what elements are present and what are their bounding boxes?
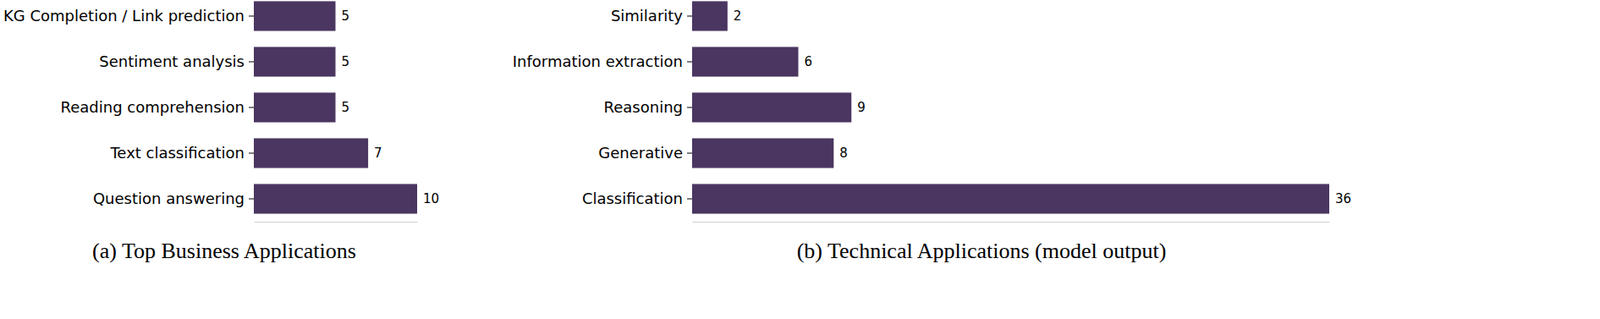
tick-label: Similarity — [610, 6, 683, 25]
data-label: 5 — [341, 99, 351, 116]
tick-label: KG Completion / Link prediction — [3, 6, 245, 25]
bar — [253, 46, 336, 77]
tick: Text classification — [109, 143, 254, 162]
tick: Information extraction — [512, 52, 693, 71]
tick-mark — [687, 153, 693, 154]
data-label: 9 — [857, 99, 866, 116]
data-label: 2 — [733, 8, 743, 24]
tick-label: Question answering — [93, 189, 245, 208]
tick: KG Completion / Link prediction — [3, 6, 254, 25]
tick-mark — [248, 153, 254, 154]
data-labels: 5 5 5 7 10 — [341, 8, 440, 207]
category-axis: Similarity Information extraction Reasonin… — [512, 0, 693, 223]
tick: Similarity — [610, 6, 693, 25]
bar — [692, 0, 728, 31]
axis-line — [692, 221, 1331, 223]
tick: Question answering — [93, 189, 254, 208]
bars — [692, 0, 1330, 214]
data-labels: 2 6 9 8 36 — [733, 8, 1352, 207]
bar — [253, 0, 336, 31]
bars — [253, 0, 418, 214]
bar — [692, 92, 852, 122]
value-axis — [254, 221, 418, 223]
value-axis — [692, 221, 1331, 223]
axis-line — [254, 221, 418, 223]
tick-mark — [687, 61, 693, 63]
axis-line — [687, 0, 693, 223]
axis-line — [248, 0, 255, 223]
tick-mark — [248, 16, 254, 17]
tick-label: Classification — [582, 189, 683, 208]
bar — [253, 92, 336, 122]
tick-mark — [687, 16, 693, 17]
tick: Generative — [598, 143, 693, 162]
figure: KG Completion / Link prediction Sentiment… — [0, 0, 1600, 319]
tick: Sentiment analysis — [98, 52, 254, 71]
category-axis: KG Completion / Link prediction Sentiment… — [3, 0, 254, 223]
tick-mark — [248, 61, 254, 63]
tick: Reading comprehension — [60, 98, 254, 116]
tick-label: Text classification — [109, 143, 245, 162]
data-label: 10 — [423, 191, 440, 207]
data-label: 5 — [341, 54, 351, 70]
data-label: 6 — [804, 54, 814, 70]
data-label: 8 — [839, 145, 848, 161]
bar — [253, 183, 418, 214]
tick-label: Sentiment analysis — [98, 52, 245, 71]
tick-label: Reading comprehension — [60, 98, 245, 116]
chart: Similarity Information extraction Reasonin… — [512, 0, 1352, 223]
data-label: 7 — [373, 145, 383, 161]
tick-label: Reasoning — [604, 98, 683, 116]
bar — [692, 183, 1330, 214]
tick-label: Information extraction — [512, 52, 683, 71]
tick-mark — [687, 107, 693, 109]
bar — [692, 137, 834, 168]
tick-label: Generative — [598, 143, 683, 162]
tick-mark — [248, 107, 254, 109]
tick-mark — [687, 198, 693, 200]
tick: Reasoning — [604, 98, 693, 116]
data-label: 5 — [341, 8, 351, 24]
tick: Classification — [582, 189, 693, 208]
chart-title: (a) Top Business Applications — [92, 238, 357, 264]
chart-title: (b) Technical Applications (model output… — [797, 238, 1167, 264]
bar — [692, 46, 799, 77]
chart: KG Completion / Link prediction Sentiment… — [3, 0, 440, 223]
tick-mark — [248, 198, 254, 200]
data-label: 36 — [1335, 191, 1352, 207]
bar — [253, 137, 369, 168]
